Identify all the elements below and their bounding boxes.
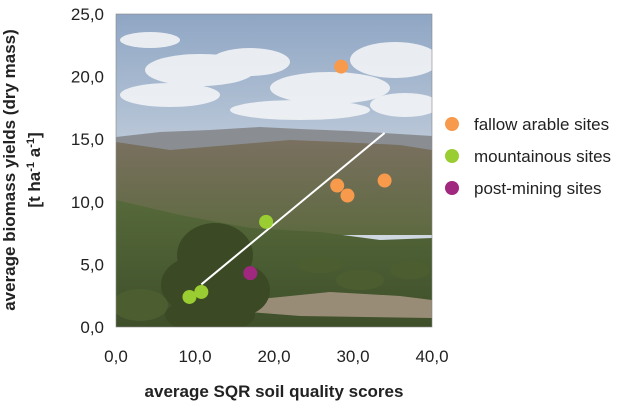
legend: fallow arable sites mountainous sites post… — [445, 115, 611, 198]
trendline — [200, 132, 386, 286]
x-axis-title: average SQR soil quality scores — [145, 382, 404, 401]
x-tick-label: 0,0 — [104, 347, 128, 366]
x-tick-label: 30,0 — [336, 347, 369, 366]
ylabel-part: a — [25, 147, 44, 162]
data-point-series-0 — [340, 188, 355, 203]
data-point-series-0 — [334, 59, 349, 74]
shrubs — [116, 257, 430, 321]
legend-marker — [445, 181, 459, 195]
data-point-series-0 — [377, 173, 392, 188]
ylabel-part: [t ha — [25, 171, 44, 207]
legend-label: fallow arable sites — [474, 115, 609, 134]
y-axis-title: average biomass yields (dry mass) [t ha-… — [0, 29, 44, 311]
y-axis-title-line1: average biomass yields (dry mass) — [0, 29, 19, 311]
data-points — [182, 59, 392, 304]
x-tick-label: 10,0 — [178, 347, 211, 366]
plot-frame — [115, 13, 433, 328]
ylabel-part: ] — [25, 132, 44, 138]
y-tick-label: 20,0 — [71, 68, 104, 87]
x-axis-ticks: 0,0 10,0 20,0 30,0 40,0 — [104, 347, 448, 366]
y-axis-title-line2: [t ha-1 a-1] — [25, 132, 44, 207]
trendline-layer — [200, 132, 386, 286]
y-tick-label: 0,0 — [80, 318, 104, 337]
clouds — [120, 32, 432, 120]
data-point-series-0 — [330, 178, 345, 193]
plot-background-photo — [116, 14, 432, 327]
ylabel-sup2: -1 — [25, 138, 37, 148]
legend-label: post-mining sites — [474, 179, 602, 198]
x-tick-label: 20,0 — [257, 347, 290, 366]
y-tick-label: 25,0 — [71, 5, 104, 24]
ylabel-sup1: -1 — [25, 162, 37, 172]
data-point-series-1 — [194, 284, 209, 299]
y-tick-label: 10,0 — [71, 193, 104, 212]
y-tick-label: 15,0 — [71, 130, 104, 149]
dirt-path — [250, 292, 432, 318]
y-axis-ticks: 0,0 5,0 10,0 15,0 20,0 25,0 — [71, 5, 104, 337]
y-tick-label: 5,0 — [80, 255, 104, 274]
legend-marker — [445, 117, 459, 131]
data-point-series-1 — [259, 214, 274, 229]
legend-marker — [445, 149, 459, 163]
mid-hills — [116, 140, 432, 235]
legend-label: mountainous sites — [474, 147, 611, 166]
data-point-series-1 — [182, 289, 197, 304]
data-point-series-2 — [243, 266, 258, 281]
x-tick-label: 40,0 — [415, 347, 448, 366]
